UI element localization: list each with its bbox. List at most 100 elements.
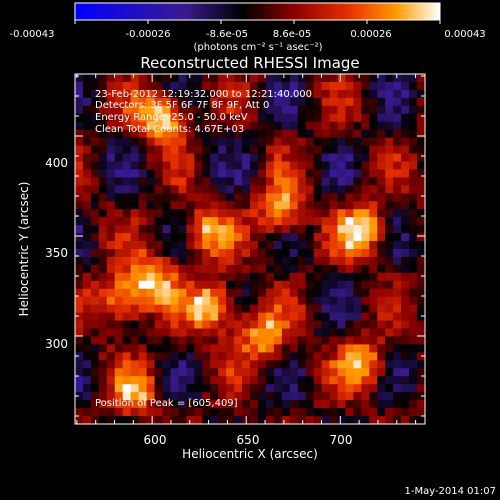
heatmap-cell [417, 272, 425, 282]
heatmap-cell [194, 416, 203, 424]
heatmap-cell [377, 400, 386, 409]
heatmap-cell [385, 209, 394, 218]
heatmap-cell [329, 328, 339, 338]
heatmap-cell [122, 137, 132, 147]
heatmap-cell [226, 193, 235, 202]
heatmap-cell [162, 392, 172, 401]
heatmap-cell [385, 264, 394, 274]
heatmap-cell [194, 145, 203, 155]
heatmap-cell [313, 201, 323, 210]
heatmap-cell [313, 312, 323, 322]
heatmap-cell [369, 352, 378, 361]
heatmap-cell [122, 89, 132, 99]
heatmap-cell [313, 296, 323, 306]
heatmap-cell [194, 185, 203, 194]
heatmap-cell [106, 217, 116, 226]
heatmap-cell [409, 137, 418, 147]
heatmap-cell [329, 320, 339, 330]
heatmap-cell [186, 121, 195, 131]
heatmap-cell [377, 304, 386, 314]
heatmap-cell [114, 272, 124, 282]
heatmap-cell [90, 209, 100, 218]
heatmap-cell [250, 161, 259, 171]
heatmap-cell [393, 217, 402, 226]
heatmap-cell [417, 153, 425, 163]
x-axis-label: Heliocentric X (arcsec) [182, 447, 318, 461]
heatmap-cell [401, 256, 410, 266]
heatmap-cell [146, 328, 156, 338]
heatmap-cell [106, 296, 116, 306]
heatmap-cell [337, 400, 347, 409]
heatmap-cell [337, 256, 347, 266]
heatmap-cell [98, 320, 108, 330]
heatmap-cell [250, 153, 259, 163]
heatmap-cell [289, 105, 299, 115]
heatmap-cell [234, 74, 243, 83]
heatmap-cell [226, 185, 235, 194]
heatmap-cell [361, 336, 370, 346]
heatmap-cell [226, 241, 235, 250]
heatmap-cell [401, 249, 410, 258]
heatmap-cell [401, 193, 410, 202]
heatmap-cell [146, 288, 156, 298]
heatmap-cell [257, 249, 267, 258]
heatmap-cell [305, 169, 315, 178]
heatmap-cell [162, 272, 172, 282]
heatmap-cell [90, 400, 100, 409]
heatmap-cell [90, 296, 100, 306]
heatmap-cell [345, 201, 354, 210]
heatmap-cell [186, 74, 195, 83]
heatmap-cell [98, 74, 108, 83]
heatmap-cell [146, 225, 156, 234]
heatmap-cell [401, 97, 410, 107]
heatmap-cell [210, 384, 219, 393]
heatmap-cell [138, 376, 148, 385]
heatmap-cell [393, 81, 402, 91]
heatmap-cell [321, 121, 331, 131]
heatmap-cell [385, 129, 394, 139]
heatmap-cell [194, 193, 203, 202]
heatmap-cell [210, 376, 219, 385]
heatmap-cell [257, 256, 267, 266]
heatmap-cell [90, 129, 100, 139]
heatmap-cell [305, 153, 315, 163]
heatmap-cell [401, 217, 410, 226]
heatmap-cell [242, 249, 251, 258]
heatmap-cell [353, 416, 362, 424]
heatmap-cell [265, 360, 275, 369]
heatmap-cell [321, 201, 331, 210]
heatmap-cell [313, 241, 323, 250]
heatmap-cell [130, 416, 140, 424]
heatmap-cell [273, 74, 283, 83]
heatmap-cell [265, 241, 275, 250]
heatmap-cell [369, 129, 378, 139]
heatmap-cell [98, 193, 108, 202]
heatmap-cell [186, 344, 195, 353]
heatmap-cell [329, 145, 339, 155]
heatmap-cell [162, 384, 172, 393]
heatmap-cell [210, 272, 219, 282]
heatmap-cell [162, 336, 172, 346]
heatmap-cell [194, 336, 203, 346]
heatmap-cell [289, 416, 299, 424]
heatmap-cell [265, 74, 275, 83]
heatmap-cell [218, 89, 227, 99]
heatmap-cell [162, 169, 172, 178]
heatmap-cell [162, 249, 172, 258]
heatmap-cell [210, 161, 219, 171]
heatmap-cell [234, 233, 243, 242]
heatmap-cell [250, 384, 259, 393]
heatmap-cell [202, 97, 211, 107]
heatmap-cell [401, 416, 410, 424]
heatmap-cell [138, 328, 148, 338]
heatmap-cell [170, 105, 179, 115]
heatmap-cell [297, 296, 307, 306]
heatmap-cell [409, 320, 418, 330]
heatmap-cell [265, 336, 275, 346]
heatmap-cell [377, 249, 386, 258]
heatmap-cell [297, 241, 307, 250]
heatmap-cell [234, 113, 243, 123]
heatmap-cell [257, 241, 267, 250]
heatmap-cell [114, 201, 124, 210]
heatmap-cell [106, 201, 116, 210]
